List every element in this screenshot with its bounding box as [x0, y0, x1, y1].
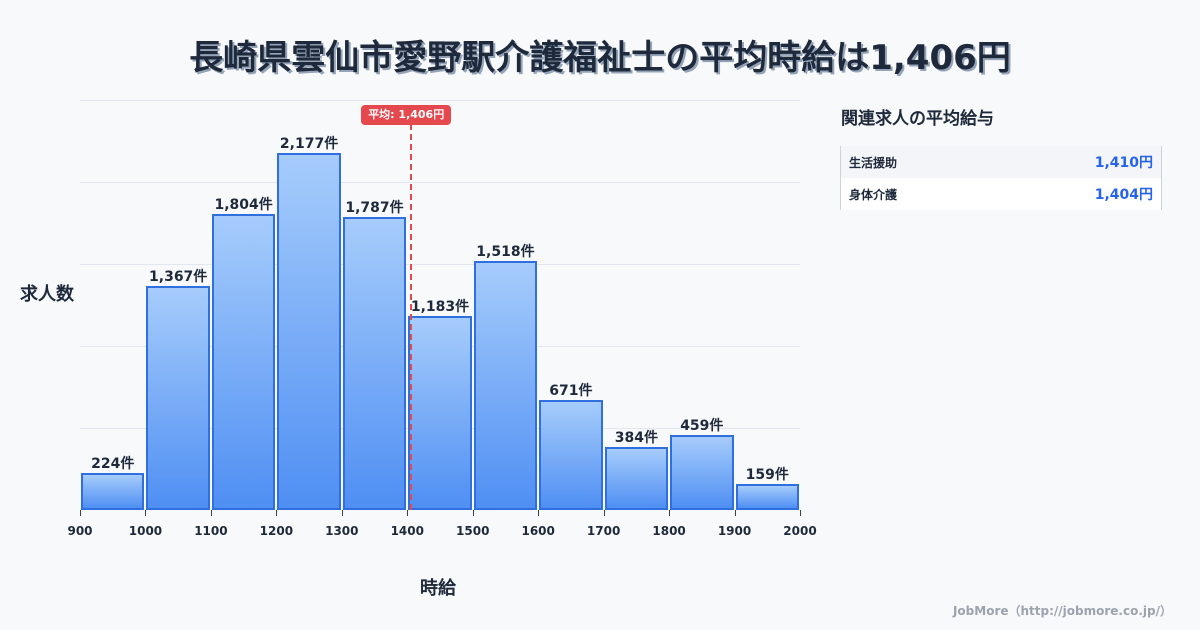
x-tick — [276, 510, 278, 516]
bar-value-label: 1,518件 — [476, 244, 535, 261]
x-tick — [800, 510, 801, 516]
x-tick-label: 1000 — [128, 524, 163, 538]
x-tick-label: 1800 — [652, 524, 686, 538]
x-tick — [538, 510, 540, 516]
gridline — [80, 182, 800, 183]
x-tick — [145, 510, 147, 516]
related-salary-row: 身体介護 1,404円 — [841, 178, 1161, 210]
x-tick-label: 1500 — [456, 524, 490, 538]
x-tick — [472, 510, 474, 516]
histogram-bar — [146, 285, 210, 510]
gridline — [80, 264, 800, 265]
x-tick — [734, 510, 736, 516]
x-tick — [669, 510, 671, 516]
bar-value-label: 224件 — [91, 456, 135, 473]
histogram-bar — [604, 447, 669, 510]
x-tick — [210, 510, 212, 516]
x-tick — [341, 510, 343, 516]
x-tick-label: 1600 — [521, 524, 555, 538]
x-tick-label: 900 — [67, 524, 93, 538]
average-line — [410, 124, 413, 510]
x-axis-label: 時給 — [420, 578, 456, 599]
source-credit: JobMore（http://jobmore.co.jp/） — [952, 604, 1172, 618]
histogram-bar — [81, 473, 145, 510]
gridline — [80, 100, 800, 101]
histogram-bar — [539, 399, 603, 510]
histogram-bar — [670, 434, 734, 510]
x-tick-label: 2000 — [783, 524, 817, 538]
bar-value-label: 159件 — [745, 466, 789, 483]
y-axis-label: 求人数 — [20, 284, 74, 305]
x-tick-label: 1300 — [325, 524, 359, 538]
bar-value-label: 2,177件 — [279, 135, 339, 152]
histogram-bar — [735, 483, 799, 510]
histogram-bar — [342, 216, 407, 510]
bar-value-label: 384件 — [614, 430, 658, 447]
x-tick-label: 1100 — [194, 524, 228, 538]
related-job-salary: 1,404円 — [1094, 187, 1153, 203]
x-tick-label: 1200 — [259, 524, 294, 538]
x-tick-label: 1900 — [717, 524, 752, 538]
bar-value-label: 1,367件 — [149, 268, 208, 285]
bar-value-label: 671件 — [549, 382, 593, 399]
histogram-bar — [277, 152, 341, 510]
bar-value-label: 459件 — [680, 417, 724, 434]
x-tick — [407, 510, 409, 516]
related-job-name: 生活援助 — [849, 155, 898, 170]
related-job-salary: 1,410円 — [1094, 155, 1153, 171]
related-job-name: 身体介護 — [849, 187, 898, 202]
x-tick — [80, 510, 81, 516]
bar-value-label: 1,804件 — [214, 197, 273, 214]
histogram-bar — [211, 214, 276, 510]
related-salary-title: 関連求人の平均給与 — [841, 109, 994, 129]
x-tick-label: 1700 — [586, 524, 621, 538]
related-salary-row: 生活援助 1,410円 — [841, 146, 1161, 178]
bar-value-label: 1,787件 — [345, 199, 404, 216]
bar-value-label: 1,183件 — [410, 298, 470, 315]
x-tick-label: 1400 — [390, 524, 424, 538]
histogram-bar — [473, 261, 538, 510]
average-badge: 平均: 1,406円 — [361, 105, 452, 125]
histogram-bar — [408, 315, 472, 510]
page-title: 長崎県雲仙市愛野駅介護福祉士の平均時給は1,406円 — [189, 38, 1011, 78]
x-tick — [603, 510, 605, 516]
related-salary-table: 生活援助 1,410円 身体介護 1,404円 — [840, 146, 1162, 210]
